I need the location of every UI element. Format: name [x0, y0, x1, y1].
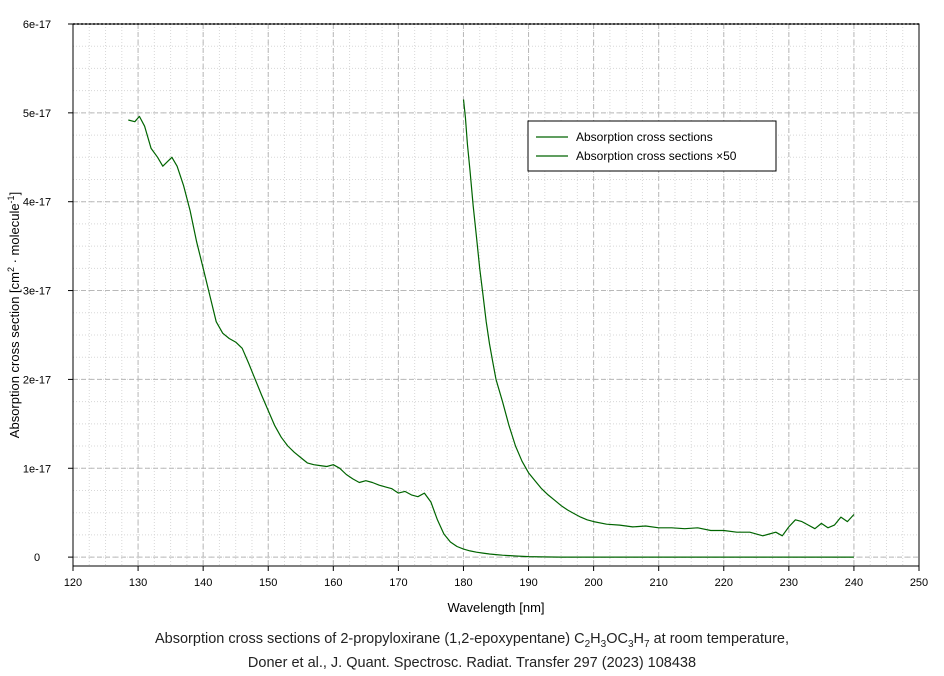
- y-axis-label-sup1: 2: [6, 267, 16, 272]
- y-tick-label: 3e-17: [23, 286, 51, 298]
- caption-prefix: Absorption cross sections of 2-propyloxi…: [155, 631, 575, 647]
- y-tick-label: 4e-17: [23, 197, 51, 209]
- x-tick-label: 230: [780, 577, 798, 589]
- x-tick-label: 220: [715, 577, 733, 589]
- plot-frame: [72, 23, 920, 567]
- x-tick-label: 160: [324, 577, 342, 589]
- x-tick-label: 150: [259, 577, 277, 589]
- legend: Absorption cross sections Absorption cros…: [527, 120, 777, 172]
- series-line-2: [462, 99, 855, 537]
- y-tick-label: 1e-17: [23, 463, 51, 475]
- x-tick-label: 190: [519, 577, 537, 589]
- formula-element: OC: [606, 631, 628, 647]
- y-tick-label: 5e-17: [23, 108, 51, 120]
- formula-subscript: 2: [584, 638, 591, 650]
- y-axis-label: Absorption cross section [cm2 · molecule…: [6, 192, 22, 438]
- y-tick-label: 0: [34, 552, 40, 564]
- y-axis-label-sup2: -1: [6, 195, 16, 203]
- y-axis-label-mid: · molecule: [7, 203, 22, 267]
- formula-element: H: [633, 631, 645, 647]
- x-tick-label: 250: [910, 577, 928, 589]
- y-axis: 0 1e-17 2e-17 3e-17 4e-17 5e-17 6e-17: [23, 19, 73, 564]
- x-tick-label: 180: [454, 577, 472, 589]
- formula-subscript: 7: [644, 638, 650, 650]
- legend-box: [527, 120, 777, 172]
- x-tick-label: 130: [129, 577, 147, 589]
- y-axis-label-end: ]: [7, 192, 22, 196]
- formula-subscript: 3: [600, 638, 607, 650]
- chemical-formula: C2H3OC3H7: [574, 631, 650, 650]
- series-line-1: [128, 115, 854, 558]
- formula-element: H: [590, 631, 601, 647]
- y-axis-label-main: Absorption cross section [cm: [7, 272, 22, 438]
- x-axis-label: Wavelength [nm]: [447, 600, 544, 615]
- x-tick-label: 240: [845, 577, 863, 589]
- y-tick-label: 2e-17: [23, 374, 51, 386]
- x-tick-label: 120: [64, 577, 82, 589]
- minor-grid: [72, 23, 920, 566]
- legend-label-2: Absorption cross sections ×50: [576, 149, 737, 163]
- y-tick-label: 6e-17: [23, 19, 51, 31]
- x-tick-label: 140: [194, 577, 212, 589]
- x-tick-label: 200: [584, 577, 602, 589]
- caption-line-2: Doner et al., J. Quant. Spectrosc. Radia…: [247, 655, 697, 671]
- x-tick-label: 170: [389, 577, 407, 589]
- formula-subscript: 3: [627, 638, 634, 650]
- series-layer: [128, 99, 855, 558]
- caption-line-1: Absorption cross sections of 2-propyloxi…: [0, 628, 944, 656]
- caption-suffix: at room temperature,: [649, 631, 789, 647]
- x-tick-label: 210: [650, 577, 668, 589]
- legend-label-1: Absorption cross sections: [576, 130, 713, 144]
- x-axis: 120 130 140 150 160 170 180 190 200 210 220 230 240 2…: [64, 566, 928, 589]
- formula-element: C: [574, 631, 585, 647]
